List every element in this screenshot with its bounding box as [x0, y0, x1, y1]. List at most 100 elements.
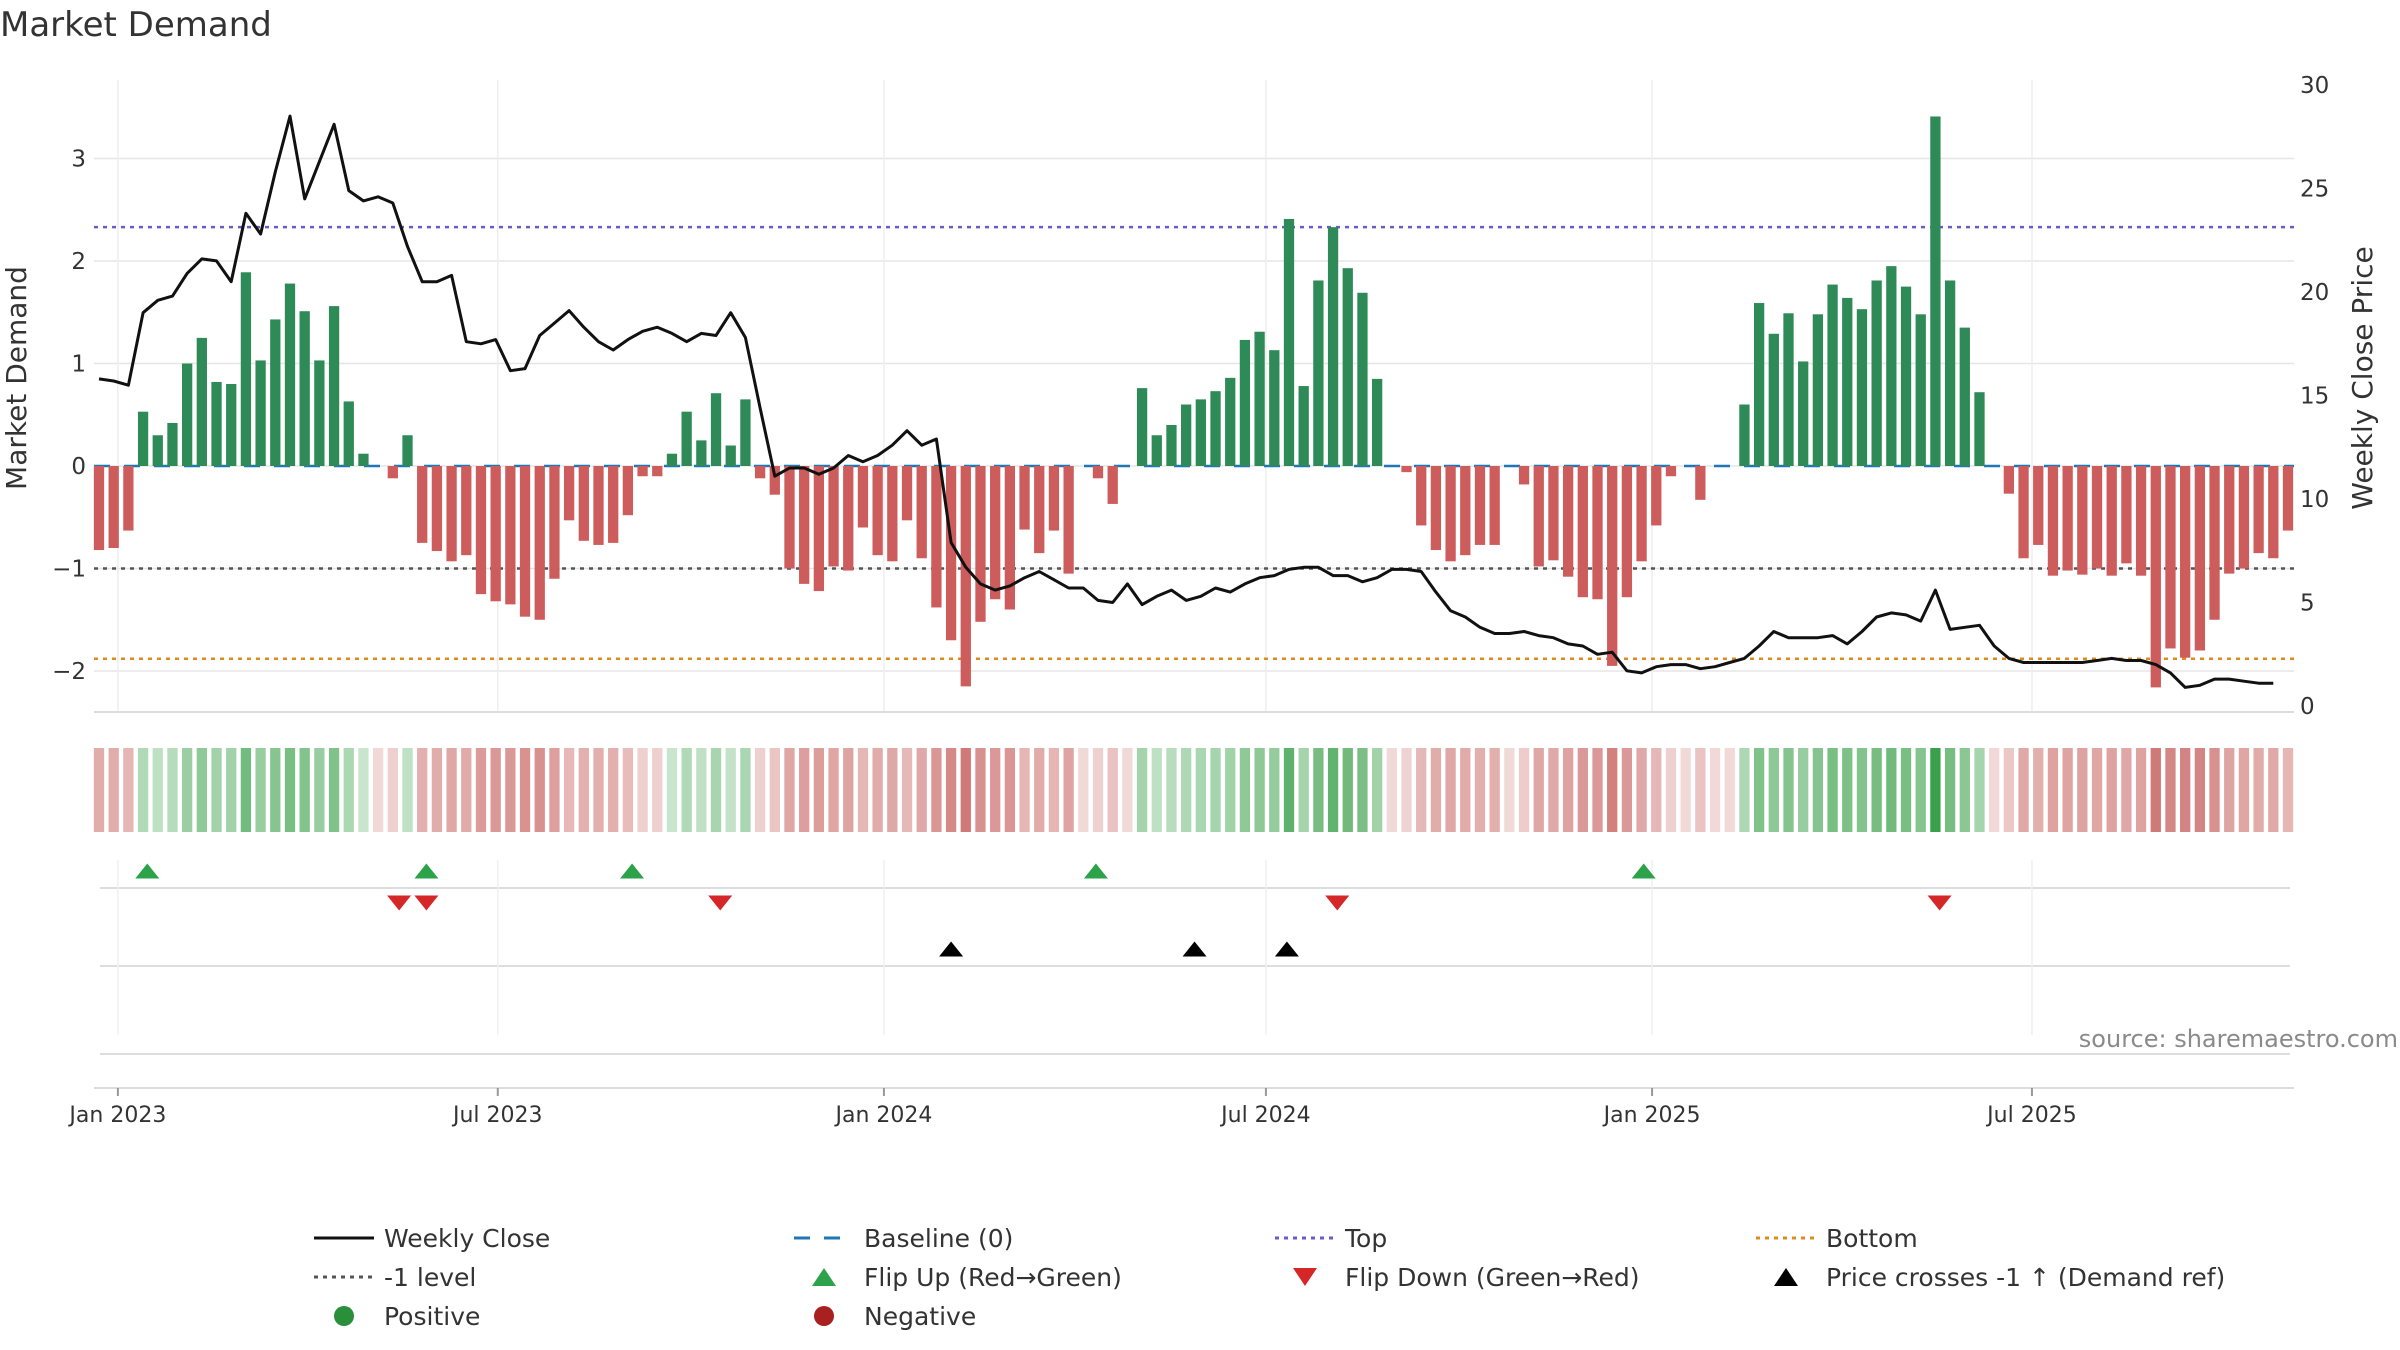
- heat-cell-positive: [1930, 748, 1941, 832]
- negative-bar: [417, 466, 428, 543]
- heat-cell-negative: [2224, 748, 2235, 832]
- negative-bar: [799, 466, 810, 584]
- event-marker-rows: [100, 860, 2290, 1055]
- heat-cell-negative: [123, 748, 134, 832]
- heat-cell-positive: [196, 748, 207, 832]
- negative-bar: [387, 466, 398, 479]
- negative-bar: [2018, 466, 2029, 559]
- positive-bar: [1371, 378, 1383, 466]
- heat-cell-negative: [857, 748, 869, 832]
- negative-bar: [2224, 466, 2235, 574]
- heat-cell-negative: [2121, 748, 2132, 832]
- heat-cell-negative: [1474, 748, 1486, 832]
- flip-up-marker: [135, 863, 160, 879]
- negative-bar: [505, 466, 516, 605]
- heat-cell-negative: [475, 748, 487, 832]
- heat-cell-positive: [137, 748, 149, 832]
- negative-bar: [872, 466, 883, 556]
- heat-cell-positive: [725, 748, 736, 832]
- y-tick-label: 2: [71, 249, 86, 275]
- y-tick-label: 0: [71, 454, 86, 480]
- negative-bar: [490, 466, 501, 602]
- heat-cell-positive: [710, 748, 722, 832]
- positive-bar: [1357, 292, 1368, 466]
- negative-bar: [1092, 466, 1104, 479]
- negative-bar: [1430, 466, 1442, 551]
- flip-up-marker: [620, 863, 645, 879]
- negative-bar: [2121, 466, 2132, 564]
- negative-bar: [1651, 466, 1662, 526]
- negative-bar: [1474, 466, 1486, 545]
- negative-bar: [1636, 466, 1647, 562]
- heat-cell-positive: [1195, 748, 1206, 832]
- heat-cell-negative: [2047, 748, 2059, 832]
- negative-bar: [843, 466, 854, 571]
- x-tick-label: Jul 2025: [1985, 1103, 2077, 1128]
- heat-cell-positive: [1239, 748, 1251, 832]
- heat-cell-negative: [1489, 748, 1500, 832]
- negative-bar: [1489, 466, 1500, 545]
- heat-cell-positive: [1166, 748, 1177, 832]
- heat-cell-negative: [1665, 748, 1677, 832]
- positive-bar: [1900, 286, 1912, 466]
- heat-cell-negative: [1004, 748, 1016, 832]
- heat-cell-negative: [652, 748, 663, 832]
- heat-cell-negative: [1122, 748, 1133, 832]
- heat-cell-positive: [1944, 748, 1956, 832]
- heat-cell-negative: [2106, 748, 2117, 832]
- flip-down-marker: [414, 895, 439, 911]
- level-lines: [94, 225, 2294, 660]
- negative-bar: [2047, 466, 2059, 576]
- heat-cell-positive: [1371, 748, 1383, 832]
- heat-cell-positive: [1181, 748, 1192, 832]
- positive-bar: [1915, 314, 1926, 466]
- heat-cell-negative: [2135, 748, 2147, 832]
- y-tick-label: −2: [52, 659, 86, 685]
- x-tick-label: Jul 2023: [451, 1103, 543, 1128]
- heat-cell-positive: [1871, 748, 1882, 832]
- positive-bar: [696, 440, 707, 466]
- negative-bar: [990, 466, 1001, 600]
- negative-bar: [2180, 466, 2191, 658]
- heat-cell-negative: [2003, 748, 2015, 832]
- positive-bar: [270, 319, 281, 466]
- positive-bar: [196, 337, 207, 466]
- heat-cell-negative: [1695, 748, 1706, 832]
- positive-bar: [314, 360, 325, 466]
- heat-cell-negative: [843, 748, 854, 832]
- positive-bar: [1959, 327, 1970, 466]
- heat-cell-negative: [1063, 748, 1074, 832]
- heat-cell-positive: [328, 748, 340, 832]
- positive-bar: [1283, 218, 1295, 466]
- heat-cell-negative: [534, 748, 545, 832]
- negative-bar: [123, 466, 134, 531]
- negative-bar: [1460, 466, 1471, 556]
- heat-cell-positive: [681, 748, 692, 832]
- negative-bar: [2003, 466, 2015, 494]
- negative-bar: [901, 466, 913, 521]
- flip-up-marker: [1083, 863, 1108, 879]
- heat-cell-negative: [769, 748, 780, 832]
- heat-cell-negative: [2253, 748, 2264, 832]
- negative-bar: [931, 466, 942, 608]
- legend: Weekly Close Baseline (0) Top Bottom -1 leve…: [314, 1224, 2225, 1331]
- negative-bar: [2135, 466, 2147, 576]
- heat-cell-positive: [1959, 748, 1970, 832]
- price-cross-marker: [1274, 941, 1299, 957]
- heat-cell-negative: [872, 748, 883, 832]
- negative-bar: [769, 466, 780, 495]
- legend-label: Bottom: [1826, 1224, 1918, 1253]
- demand-heat-strip: [93, 748, 2294, 832]
- heat-cell-negative: [1562, 748, 1574, 832]
- heat-cell-negative: [1386, 748, 1397, 832]
- negative-bar: [784, 466, 795, 569]
- heat-cell-positive: [1739, 748, 1750, 832]
- y-axis-label: Market Demand: [0, 266, 33, 490]
- positive-bar: [1856, 309, 1868, 466]
- legend-swatch-triangle-up: [1774, 1268, 1798, 1286]
- negative-bar: [960, 466, 971, 687]
- heat-cell-negative: [1107, 748, 1118, 832]
- positive-bar: [1944, 280, 1956, 466]
- positive-bar: [402, 435, 413, 466]
- y2-tick-label: 0: [2300, 694, 2315, 720]
